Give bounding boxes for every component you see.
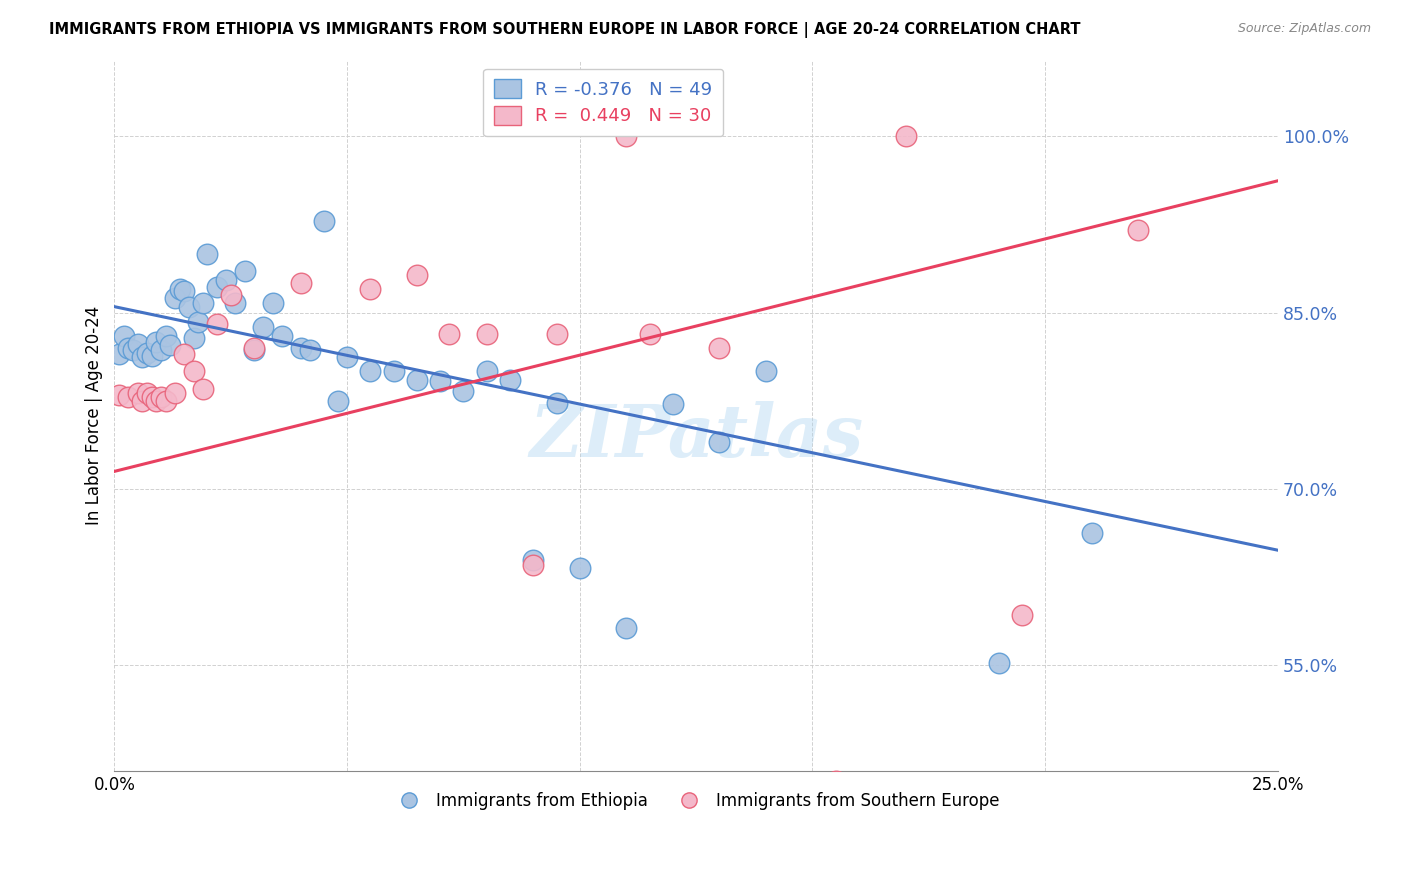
Point <box>191 382 214 396</box>
Point <box>709 434 731 449</box>
Point <box>155 329 177 343</box>
Point <box>243 343 266 358</box>
Point <box>429 374 451 388</box>
Point <box>131 393 153 408</box>
Point <box>614 129 637 144</box>
Point <box>127 385 149 400</box>
Point <box>359 282 381 296</box>
Point <box>894 129 917 144</box>
Point <box>662 397 685 411</box>
Point <box>406 373 429 387</box>
Point <box>336 351 359 365</box>
Point <box>183 331 205 345</box>
Point <box>271 329 294 343</box>
Point <box>155 393 177 408</box>
Point <box>1128 223 1150 237</box>
Point <box>205 279 228 293</box>
Point <box>262 296 284 310</box>
Point <box>145 393 167 408</box>
Point <box>290 276 312 290</box>
Point <box>173 285 195 299</box>
Point <box>1011 607 1033 622</box>
Point <box>141 349 163 363</box>
Point <box>136 345 159 359</box>
Point <box>191 296 214 310</box>
Point <box>122 343 145 358</box>
Point <box>108 388 131 402</box>
Point <box>453 384 475 399</box>
Point <box>117 341 139 355</box>
Point <box>149 343 172 358</box>
Point <box>290 341 312 355</box>
Point <box>108 347 131 361</box>
Point <box>709 341 731 355</box>
Point <box>546 326 568 341</box>
Point <box>475 364 498 378</box>
Point <box>183 364 205 378</box>
Point <box>127 337 149 351</box>
Y-axis label: In Labor Force | Age 20-24: In Labor Force | Age 20-24 <box>86 306 103 525</box>
Point <box>136 385 159 400</box>
Point <box>522 552 544 566</box>
Point <box>568 561 591 575</box>
Point <box>233 264 256 278</box>
Point <box>169 282 191 296</box>
Legend: Immigrants from Ethiopia, Immigrants from Southern Europe: Immigrants from Ethiopia, Immigrants fro… <box>385 785 1007 816</box>
Point <box>112 329 135 343</box>
Text: ZIPatlas: ZIPatlas <box>529 401 863 473</box>
Point <box>522 558 544 573</box>
Text: Source: ZipAtlas.com: Source: ZipAtlas.com <box>1237 22 1371 36</box>
Point <box>439 326 461 341</box>
Point <box>224 296 246 310</box>
Point <box>546 396 568 410</box>
Point <box>499 373 522 387</box>
Point <box>187 315 209 329</box>
Point <box>406 268 429 282</box>
Point <box>475 326 498 341</box>
Point <box>159 338 181 352</box>
Point <box>149 390 172 404</box>
Point <box>243 341 266 355</box>
Point <box>215 272 238 286</box>
Point <box>614 621 637 635</box>
Point <box>252 319 274 334</box>
Point <box>382 364 405 378</box>
Point <box>1080 525 1102 540</box>
Point <box>117 390 139 404</box>
Point <box>755 364 778 378</box>
Point <box>177 300 200 314</box>
Point <box>298 343 321 358</box>
Point <box>163 385 186 400</box>
Point <box>638 326 661 341</box>
Point <box>987 656 1010 670</box>
Point <box>173 347 195 361</box>
Text: IMMIGRANTS FROM ETHIOPIA VS IMMIGRANTS FROM SOUTHERN EUROPE IN LABOR FORCE | AGE: IMMIGRANTS FROM ETHIOPIA VS IMMIGRANTS F… <box>49 22 1081 38</box>
Point <box>141 390 163 404</box>
Point <box>131 351 153 365</box>
Point <box>163 292 186 306</box>
Point <box>205 318 228 332</box>
Point <box>197 246 219 260</box>
Point <box>326 393 349 408</box>
Point <box>145 334 167 349</box>
Point <box>824 773 846 788</box>
Point <box>312 214 335 228</box>
Point <box>359 364 381 378</box>
Point <box>219 288 242 302</box>
